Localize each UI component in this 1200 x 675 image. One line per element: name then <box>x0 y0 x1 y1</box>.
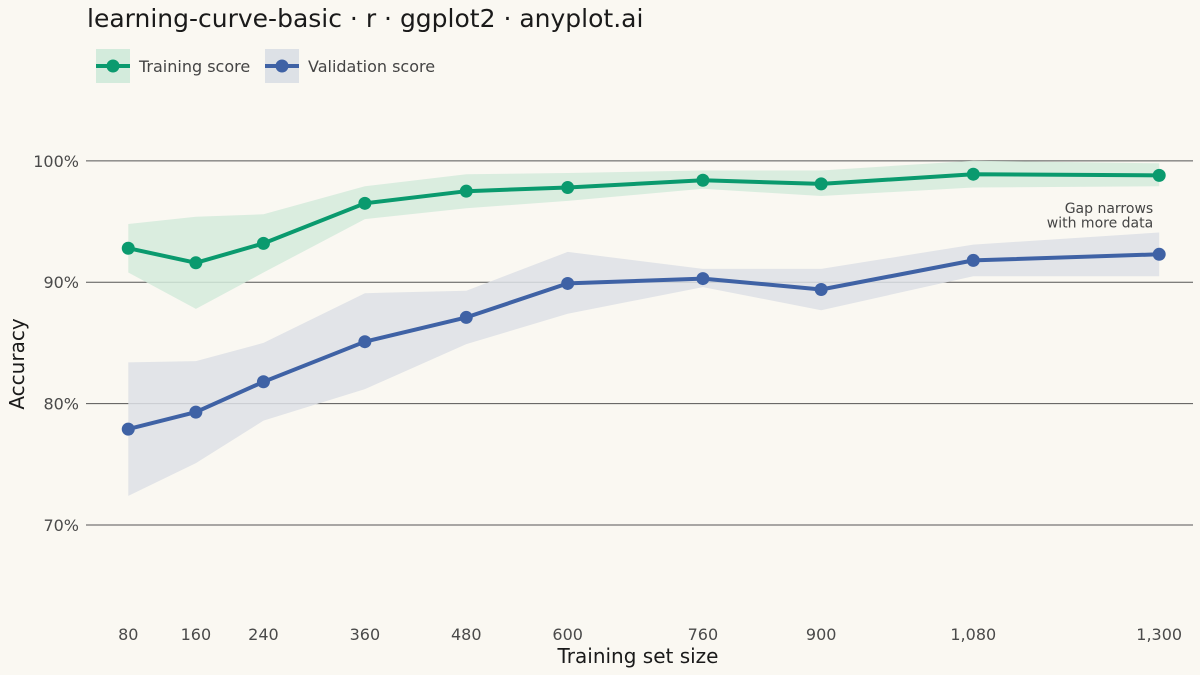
training-score-point <box>814 177 828 191</box>
training-score-legend-label: Training score <box>138 57 250 76</box>
validation-score-legend-label: Validation score <box>308 57 435 76</box>
training-score-point <box>256 236 270 250</box>
validation-score-point <box>256 375 270 389</box>
validation-score-point <box>1152 247 1166 261</box>
training-score-point <box>966 167 980 181</box>
training-score-point <box>1152 168 1166 182</box>
annotation-text: with more data <box>1047 216 1153 232</box>
x-tick-label: 160 <box>181 625 212 644</box>
validation-score-point <box>696 272 710 286</box>
training-score-band <box>128 160 1160 309</box>
training-score-legend-marker <box>106 59 120 73</box>
training-score-point <box>121 241 135 255</box>
x-tick-label: 760 <box>688 625 719 644</box>
x-tick-label: 900 <box>806 625 837 644</box>
training-score-point <box>189 256 203 270</box>
confidence-bands <box>128 160 1160 496</box>
validation-score-point <box>561 276 575 290</box>
y-tick-label: 100% <box>33 152 79 171</box>
validation-score-band <box>128 232 1160 496</box>
y-axis-title: Accuracy <box>5 318 29 409</box>
validation-score-point <box>189 405 203 419</box>
legend: Training score Validation score <box>96 49 435 83</box>
y-axis-ticks: 70% 80% 90% 100% <box>33 152 79 535</box>
validation-score-point <box>814 283 828 297</box>
validation-score-point <box>459 310 473 324</box>
x-tick-label: 240 <box>248 625 279 644</box>
training-score-point <box>459 184 473 198</box>
x-tick-label: 360 <box>350 625 381 644</box>
validation-score-point <box>966 253 980 267</box>
annotation-text: Gap narrows <box>1065 201 1153 217</box>
training-score-line <box>127 172 1160 265</box>
y-tick-label: 80% <box>43 395 79 414</box>
y-tick-label: 90% <box>43 273 79 292</box>
chart-title: learning-curve-basic · r · ggplot2 · any… <box>87 4 643 33</box>
x-axis-ticks: 80 160 240 360 480 600 760 900 1,080 1,300 <box>118 625 1182 644</box>
x-tick-label: 600 <box>552 625 583 644</box>
x-tick-label: 480 <box>451 625 482 644</box>
x-tick-label: 1,080 <box>950 625 996 644</box>
validation-score-point <box>358 335 372 349</box>
y-tick-label: 70% <box>43 516 79 535</box>
validation-score-line <box>127 252 1160 432</box>
data-points <box>121 167 1166 436</box>
training-score-point <box>358 196 372 210</box>
x-tick-label: 1,300 <box>1136 625 1182 644</box>
x-tick-label: 80 <box>118 625 138 644</box>
x-axis-title: Training set size <box>557 644 719 668</box>
validation-score-legend-marker <box>275 59 289 73</box>
series-lines <box>127 172 1160 432</box>
training-score-point <box>561 181 575 195</box>
validation-score-point <box>121 422 135 436</box>
training-score-point <box>696 173 710 187</box>
